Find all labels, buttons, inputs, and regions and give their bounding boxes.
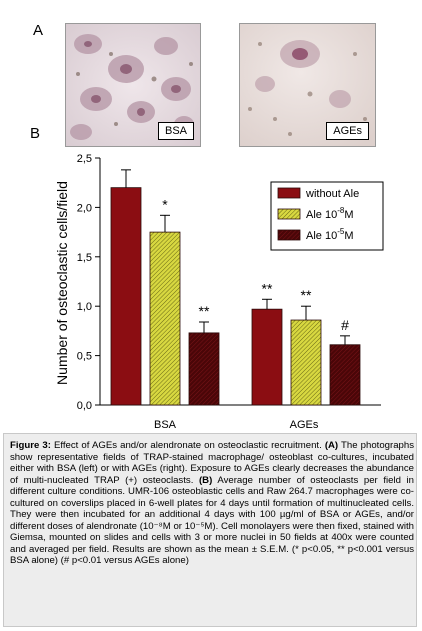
y-tick-label: 0,0 (77, 400, 92, 412)
caption-a-label: (A) (324, 440, 339, 451)
caption-intro: Effect of AGEs and/or alendronate on ost… (50, 440, 325, 451)
x-category-label: AGEs (290, 419, 319, 431)
legend-label-main: without Ale (305, 188, 359, 200)
y-axis-label: Number of osteoclastic cells/field (54, 181, 70, 385)
bar-bsa-series-0 (110, 187, 142, 406)
y-tick-label: 1,5 (77, 252, 92, 264)
legend-swatch (277, 187, 301, 199)
legend-label-unit: M (344, 230, 353, 242)
figure-caption-box: Figure 3: Effect of AGEs and/or alendron… (3, 433, 417, 627)
caption-title: Figure 3: (10, 440, 51, 451)
y-tick-label: 2,5 (77, 153, 92, 165)
legend-label: Ale 10-5M (306, 227, 354, 242)
legend-label: without Ale (305, 188, 359, 200)
x-category-label: BSA (154, 419, 177, 431)
figure-caption: Figure 3: Effect of AGEs and/or alendron… (10, 440, 414, 567)
significance-marker: # (341, 317, 349, 333)
legend-swatch (277, 208, 301, 220)
ages-photo-label: AGEs (326, 122, 369, 140)
bsa-photo-label: BSA (157, 122, 194, 140)
legend-label-exponent: -5 (337, 227, 345, 236)
significance-marker: ** (199, 303, 210, 319)
bar-bsa-series-1 (149, 231, 181, 406)
figure-3: A (30, 22, 384, 431)
bar-ages-series-2 (329, 344, 361, 406)
legend-label: Ale 10-8M (306, 206, 354, 221)
y-tick-label: 2,0 (77, 202, 92, 214)
y-tick-label: 1,0 (77, 301, 92, 313)
legend-label-main: Ale 10 (306, 209, 337, 221)
legend-swatch (277, 229, 301, 241)
panel-a-letter: A (33, 22, 44, 39)
caption-b-text: Average number of osteoclasts per field … (10, 474, 414, 567)
ages-micrograph: AGEs (239, 23, 376, 147)
significance-marker: * (162, 196, 168, 212)
bar-ages-series-1 (290, 319, 322, 406)
caption-b-label: (B) (198, 474, 213, 486)
caption-a-text: The photographs show representative fiel… (10, 440, 414, 486)
significance-marker: ** (262, 280, 273, 296)
panel-b-letter: B (30, 125, 41, 142)
legend-label-main: Ale 10 (306, 230, 337, 242)
y-tick-label: 0,5 (77, 351, 92, 363)
significance-marker: ** (301, 287, 312, 303)
bsa-micrograph: BSA (65, 23, 201, 147)
bar-ages-series-0 (251, 308, 283, 406)
legend-label-exponent: -8 (337, 206, 345, 215)
bar-bsa-series-2 (188, 332, 220, 406)
osteoclast-bar-chart: 0,00,51,01,52,02,5 ***** **# BSA AGEs Numb… (54, 153, 384, 431)
legend-label-unit: M (344, 209, 353, 221)
